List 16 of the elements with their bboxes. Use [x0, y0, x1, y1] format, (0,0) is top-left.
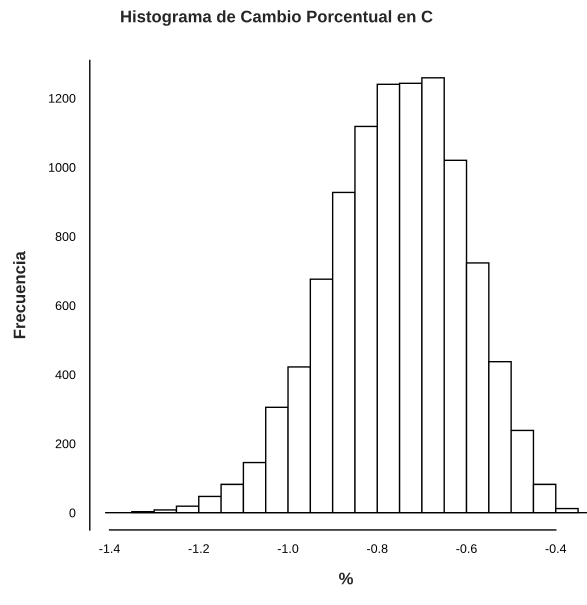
x-axis-title: %	[339, 572, 354, 584]
y-axis-title: Frecuencia	[13, 251, 26, 338]
y-tick-label: 0	[69, 508, 76, 518]
y-tick-label: 200	[56, 439, 76, 448]
y-tick-label: 1200	[49, 94, 76, 103]
x-tick-label: -1.4	[99, 544, 120, 553]
x-tick-label: -1.2	[188, 544, 209, 553]
x-tick-label: -1.0	[278, 544, 298, 554]
x-tick-label: -0.6	[456, 544, 477, 554]
chart-title: Histograma de Cambio Porcentual en C	[121, 10, 433, 26]
y-tick-label: 400	[55, 370, 76, 380]
y-tick-label: 600	[56, 301, 76, 310]
y-tick-label: 800	[56, 232, 76, 241]
x-tick-label: -0.4	[546, 544, 566, 554]
x-tick-label: -0.8	[367, 544, 388, 554]
y-tick-label: 1000	[49, 163, 76, 172]
